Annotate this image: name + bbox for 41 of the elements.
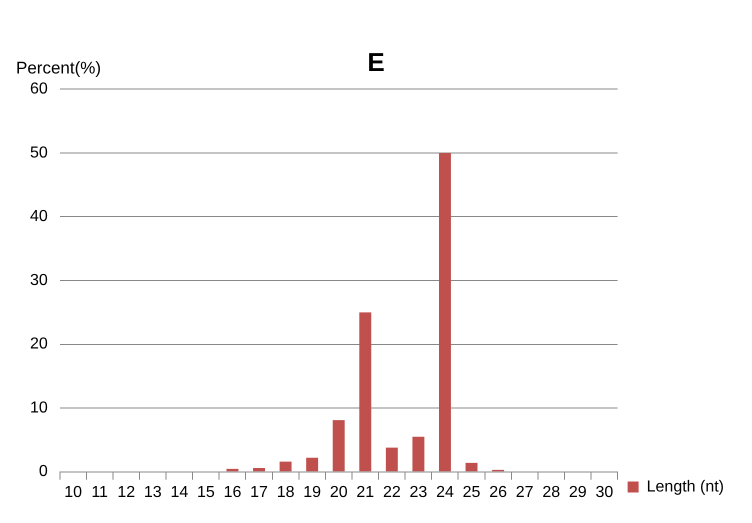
y-tick-label: 50 bbox=[30, 144, 48, 162]
bar bbox=[253, 468, 265, 472]
x-tick-label: 11 bbox=[91, 484, 108, 501]
bar bbox=[226, 468, 238, 472]
bar bbox=[412, 436, 424, 472]
x-tick-label: 12 bbox=[117, 484, 136, 501]
bar bbox=[280, 462, 292, 472]
x-tick-label: 27 bbox=[516, 484, 534, 501]
x-tick-label: 28 bbox=[542, 484, 560, 501]
y-tick-label: 30 bbox=[30, 272, 48, 289]
y-axis-title: Percent(%) bbox=[16, 58, 102, 78]
x-tick-label: 14 bbox=[170, 484, 188, 501]
y-tick-label: 60 bbox=[30, 80, 48, 98]
x-tick-label: 20 bbox=[330, 484, 348, 501]
x-tick-label: 24 bbox=[436, 484, 454, 501]
x-tick-label: 19 bbox=[303, 484, 322, 501]
bar bbox=[466, 462, 478, 472]
x-tick-label: 21 bbox=[356, 484, 374, 501]
y-tick-label: 0 bbox=[38, 463, 48, 480]
bar bbox=[438, 152, 451, 472]
chart-title: E bbox=[367, 46, 385, 77]
x-tick-label: 26 bbox=[489, 484, 508, 501]
bar bbox=[359, 312, 372, 472]
x-tick-label: 23 bbox=[409, 484, 428, 501]
y-tick-label: 10 bbox=[30, 399, 48, 416]
x-tick-label: 30 bbox=[595, 484, 614, 501]
x-tick-label: 29 bbox=[568, 484, 587, 501]
x-tick-label: 15 bbox=[196, 484, 215, 501]
x-tick-label: 16 bbox=[224, 484, 242, 501]
x-tick-label: 22 bbox=[382, 484, 401, 501]
x-tick-label: 10 bbox=[64, 484, 82, 501]
bar bbox=[332, 420, 345, 472]
y-tick-label: 20 bbox=[30, 336, 48, 353]
x-tick-label: 18 bbox=[276, 484, 295, 501]
x-tick-label: 25 bbox=[462, 484, 481, 501]
bar bbox=[386, 448, 398, 472]
x-tick-label: 17 bbox=[250, 484, 268, 501]
x-tick-label: 13 bbox=[144, 484, 162, 501]
legend-label: Length (nt) bbox=[646, 478, 724, 496]
bar bbox=[306, 458, 318, 472]
y-tick-label: 40 bbox=[30, 208, 48, 226]
